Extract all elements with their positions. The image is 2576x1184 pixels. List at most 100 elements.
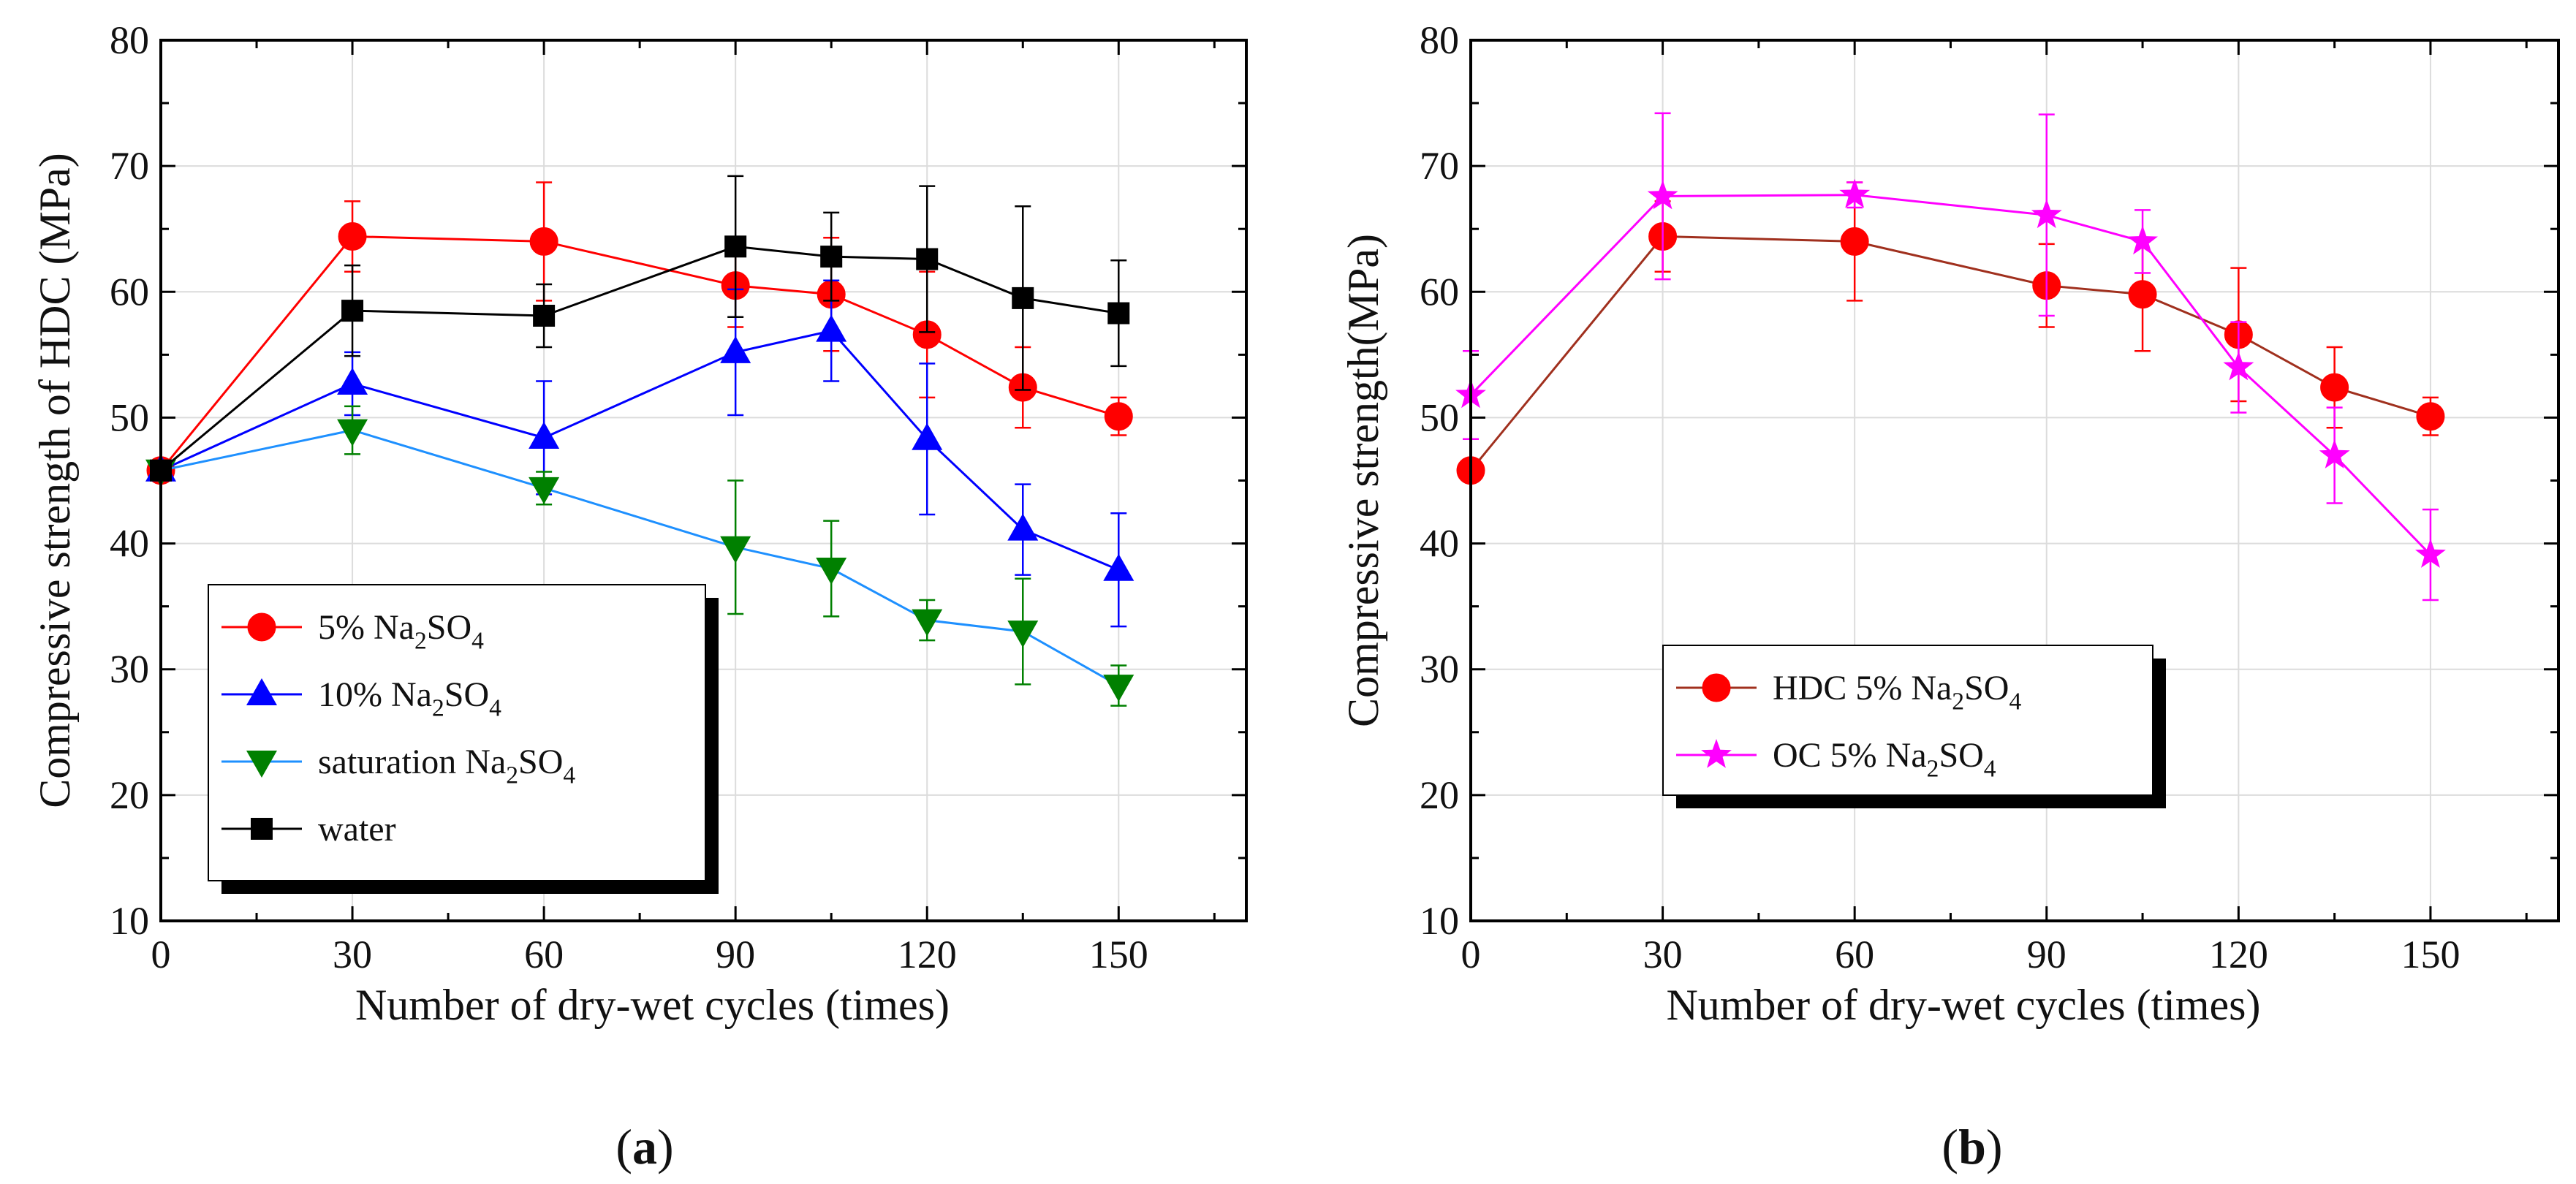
x-tick-label: 0 xyxy=(1461,933,1481,976)
panel-label-a: (a) xyxy=(615,1119,673,1174)
data-point xyxy=(816,314,847,342)
x-axis-label: Number of dry-wet cycles (times) xyxy=(1666,981,2260,1029)
x-tick-label: 90 xyxy=(2027,933,2067,976)
x-tick-label: 0 xyxy=(151,933,171,976)
data-point xyxy=(2128,280,2157,309)
data-point xyxy=(1840,227,1869,256)
legend-marker xyxy=(246,751,277,778)
y-tick-label: 50 xyxy=(1420,395,1459,439)
data-point xyxy=(1104,402,1133,431)
data-point xyxy=(337,367,368,395)
legend: 5% Na2SO4 10% Na2SO4 saturation Na2SO4 wate… xyxy=(208,584,719,894)
data-point xyxy=(912,422,943,450)
series-line xyxy=(1469,235,2431,471)
data-point xyxy=(1839,178,1871,208)
x-tick-label: 60 xyxy=(524,933,564,976)
series-line xyxy=(160,245,1119,471)
y-tick-label: 50 xyxy=(110,395,149,439)
y-tick-label: 40 xyxy=(1420,522,1459,566)
series-1 xyxy=(146,181,1133,485)
y-tick-label: 70 xyxy=(1420,144,1459,188)
data-point xyxy=(1103,675,1134,702)
chart-panel-b: 0 30 60 90 120 150 10 20 30 40 50 60 70 80 Number of d… xyxy=(1339,18,2560,1029)
plot-frame xyxy=(1469,39,2560,922)
legend-marker xyxy=(1702,673,1731,702)
y-tick-label: 70 xyxy=(110,144,149,188)
data-point xyxy=(1007,621,1039,648)
data-point xyxy=(816,558,847,585)
series-line xyxy=(160,429,1120,687)
y-tick-label: 10 xyxy=(1420,899,1459,943)
x-tick-label: 120 xyxy=(898,933,957,976)
legend-label: water xyxy=(318,810,396,849)
series-line xyxy=(160,330,1119,572)
y-tick-label: 80 xyxy=(1420,18,1459,62)
data-point xyxy=(337,419,368,447)
legend-box xyxy=(1662,645,2153,796)
legend-label: saturation Na2SO4 xyxy=(318,743,575,789)
data-point xyxy=(529,227,558,256)
y-tick-label: 20 xyxy=(1420,773,1459,817)
y-tick-label: 60 xyxy=(1420,270,1459,314)
legend-label: OC 5% Na2SO4 xyxy=(1773,736,1996,782)
data-point xyxy=(2223,351,2254,381)
data-point xyxy=(916,248,939,270)
y-tick-label: 30 xyxy=(110,648,149,691)
x-tick-label: 30 xyxy=(333,933,372,976)
y-tick-label: 30 xyxy=(1420,648,1459,691)
x-tick-label: 30 xyxy=(1643,933,1683,976)
x-tick-label: 150 xyxy=(2401,933,2460,976)
legend-marker xyxy=(247,612,276,642)
x-tick-label: 90 xyxy=(716,933,755,976)
data-point xyxy=(341,300,364,322)
panel-label-b: (b) xyxy=(1942,1119,2002,1174)
data-point xyxy=(1007,513,1039,541)
x-tick-label: 120 xyxy=(2209,933,2268,976)
data-point xyxy=(724,235,747,258)
legend: HDC 5% Na2SO4 OC 5% Na2SO4 xyxy=(1662,645,2166,808)
series-2 xyxy=(1455,112,2446,602)
data-point xyxy=(1103,553,1134,581)
series-line xyxy=(1469,194,2431,556)
data-point xyxy=(2416,402,2445,431)
legend-label: HDC 5% Na2SO4 xyxy=(1773,669,2021,715)
data-point xyxy=(912,609,943,637)
series-line xyxy=(159,235,1119,471)
legend-marker xyxy=(251,818,273,840)
y-tick-label: 80 xyxy=(110,18,149,62)
legend-marker xyxy=(1701,739,1732,768)
data-point xyxy=(720,335,751,363)
data-point xyxy=(2319,439,2350,468)
data-point xyxy=(1107,302,1130,325)
data-point xyxy=(1647,180,1678,210)
data-point xyxy=(2127,225,2158,255)
y-axis-label: Compressive strength(MPa) xyxy=(1339,234,1387,727)
data-point xyxy=(533,304,556,327)
series-2 xyxy=(145,279,1134,628)
data-point xyxy=(820,246,843,268)
series-4 xyxy=(150,175,1130,482)
data-point xyxy=(1012,286,1034,309)
data-point xyxy=(2415,539,2446,568)
y-tick-label: 10 xyxy=(110,899,149,943)
y-axis-label: Compressive strength of HDC (MPa) xyxy=(31,153,79,808)
y-tick-label: 20 xyxy=(110,773,149,817)
data-point xyxy=(2031,199,2062,229)
y-tick-label: 60 xyxy=(110,270,149,314)
chart-panel-a: 0 30 60 90 120 150 10 20 30 40 50 60 70 80 Number of d… xyxy=(31,18,1248,1029)
data-point xyxy=(720,536,751,563)
data-point xyxy=(338,222,367,251)
x-tick-label: 60 xyxy=(1835,933,1874,976)
x-axis-label: Number of dry-wet cycles (times) xyxy=(355,981,950,1029)
legend-marker xyxy=(246,678,277,705)
data-point xyxy=(529,421,560,449)
data-point xyxy=(529,477,560,504)
plot-frame xyxy=(159,39,1248,922)
legend-label: 5% Na2SO4 xyxy=(318,608,484,654)
series-1 xyxy=(1456,181,2445,485)
x-tick-label: 150 xyxy=(1089,933,1148,976)
legend-label: 10% Na2SO4 xyxy=(318,675,501,721)
legend-box xyxy=(208,584,706,881)
